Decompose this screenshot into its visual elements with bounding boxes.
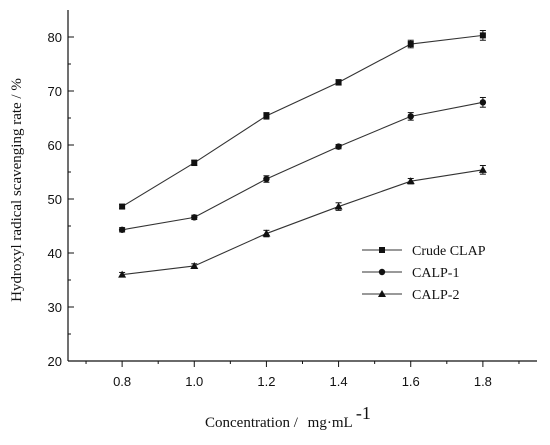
data-point — [119, 203, 126, 210]
x-axis-title-unit: mg·mL — [308, 415, 353, 431]
x-axis-title-exponent: -1 — [356, 403, 371, 423]
y-axis-title: Hydroxyl radical scavenging rate / % — [9, 78, 25, 302]
legend-marker — [378, 290, 386, 297]
series-3 — [118, 165, 487, 278]
x-tick-label: 1.4 — [330, 374, 348, 389]
data-point — [335, 143, 342, 150]
data-point — [407, 113, 414, 120]
data-point — [118, 270, 127, 278]
data-point — [191, 214, 198, 221]
x-tick-label: 1.0 — [185, 374, 203, 389]
data-point — [479, 32, 486, 39]
series-1 — [119, 30, 486, 210]
data-point — [479, 99, 487, 106]
data-point — [478, 165, 487, 173]
y-tick-label: 20 — [48, 354, 62, 369]
data-point — [190, 261, 199, 269]
legend-label: CALP-2 — [412, 288, 459, 303]
y-tick-label: 70 — [48, 84, 62, 99]
legend-item-2: CALP-1 — [362, 266, 459, 281]
series-line — [122, 101, 483, 231]
data-point — [406, 177, 415, 185]
data-point — [407, 41, 414, 48]
x-tick-label: 0.8 — [113, 374, 131, 389]
x-axis-title: Concentration / mg·mL -1 — [205, 403, 371, 431]
series-line — [121, 34, 483, 208]
legend-item-1: Crude CLAP — [362, 244, 486, 259]
data-point — [118, 226, 126, 233]
data-point — [334, 202, 343, 210]
x-tick-label: 1.2 — [257, 374, 275, 389]
y-tick-label: 80 — [48, 30, 62, 45]
legend-label: Crude CLAP — [412, 244, 486, 259]
legend-marker — [378, 268, 386, 276]
y-tick-label: 30 — [48, 300, 62, 315]
plot-layer: 20 30 40 50 60 70 80 0.8 1.0 1.2 1.4 1.6 1.8 — [48, 10, 537, 389]
legend-label: CALP-1 — [412, 266, 459, 281]
x-tick-label: 1.8 — [474, 374, 492, 389]
data-point — [263, 112, 270, 119]
series-2 — [118, 96, 487, 233]
legend-marker — [379, 247, 385, 253]
series-line — [122, 169, 483, 276]
y-tick-label: 40 — [48, 246, 62, 261]
data-point — [263, 175, 270, 183]
data-point — [191, 159, 198, 166]
legend-item-3: CALP-2 — [362, 288, 459, 303]
legend: Crude CLAP CALP-1 CALP-2 — [362, 244, 486, 303]
data-point — [335, 79, 342, 86]
y-tick-label: 60 — [48, 138, 62, 153]
x-axis-title-prefix: Concentration / — [205, 415, 299, 431]
y-tick-label: 50 — [48, 192, 62, 207]
data-point — [262, 229, 271, 237]
x-tick-label: 1.6 — [402, 374, 420, 389]
